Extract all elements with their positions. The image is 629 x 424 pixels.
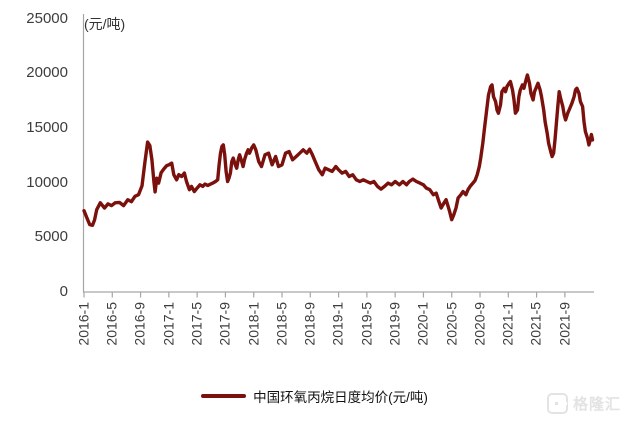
y-axis-unit-label: (元/吨): [84, 16, 126, 32]
legend-series-label: 中国环氧丙烷日度均价(元/吨): [253, 390, 428, 405]
y-axis-tick-label: 0: [59, 283, 68, 300]
y-axis-tick-label: 10000: [26, 173, 68, 191]
legend: 中国环氧丙烷日度均价(元/吨): [0, 387, 629, 405]
y-axis-tick-label: 20000: [26, 64, 68, 82]
y-axis-tick-label: 15000: [26, 118, 68, 136]
y-axis-tick-label: 5000: [34, 228, 68, 246]
price-line-series: [82, 73, 595, 227]
y-axis-tick-label: 25000: [26, 9, 68, 27]
watermark-brand-text: 格隆汇: [572, 396, 621, 413]
gelonghui-logo-icon: [546, 393, 568, 414]
legend-line-marker: [201, 393, 247, 399]
axis-lines: [82, 14, 594, 293]
gelonghui-watermark: 格隆汇: [546, 393, 621, 414]
